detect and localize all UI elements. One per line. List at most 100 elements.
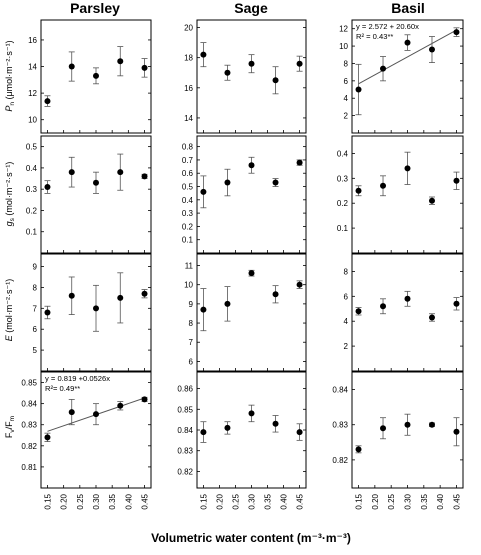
data-point [428, 197, 435, 204]
data-point [380, 182, 387, 189]
x-tick-label: 0.40 [124, 493, 133, 509]
y-tick-label: 2 [344, 342, 349, 351]
y-tick-label: 5 [33, 346, 38, 355]
data-point [380, 303, 387, 310]
x-tick-label: 0.15 [43, 493, 52, 509]
y-tick-label: 14 [184, 114, 193, 123]
regression-annotation: R²= 0.49** [45, 384, 80, 393]
data-point [224, 179, 231, 186]
y-tick-label: 7 [189, 338, 194, 347]
data-point [380, 425, 387, 432]
data-point [93, 305, 99, 312]
data-point [296, 429, 303, 436]
y-tick-label: 7 [33, 304, 38, 313]
data-point [296, 60, 303, 67]
panel-fvfm-sage: 0.82 0.83 0.84 0.85 0.86 0.15 0.20 0.25 0.30 0.35… [177, 371, 307, 510]
data-point [248, 410, 255, 417]
y-tick-label: 9 [33, 263, 38, 272]
y-tick-label: 14 [28, 63, 37, 72]
panel-e-sage: 6 7 8 9 10 11 [184, 253, 307, 372]
data-point [117, 169, 124, 176]
y-tick-label: 8 [344, 59, 349, 68]
data-point [68, 292, 75, 299]
x-tick-label: 0.45 [141, 493, 150, 509]
y-tick-label: 0.4 [182, 196, 194, 205]
y-tick-label: 12 [28, 89, 37, 98]
data-point [93, 179, 99, 186]
row-label-gs: gs (mol·m⁻²·s⁻¹) [4, 162, 16, 227]
x-tick-label: 0.20 [60, 493, 69, 509]
data-point [44, 98, 51, 105]
x-tick-label: 0.25 [231, 493, 240, 509]
x-tick-label: 0.25 [76, 493, 85, 509]
data-point [453, 300, 460, 307]
y-tick-label: 6 [344, 77, 349, 86]
panel-e-basil: 2 4 6 8 [344, 253, 464, 372]
y-tick-label: 0.82 [177, 467, 193, 476]
y-tick-label: 20 [184, 24, 193, 33]
data-point [117, 402, 124, 409]
data-point [93, 72, 99, 79]
data-point [453, 428, 460, 435]
x-tick-label: 0.45 [296, 493, 305, 509]
y-tick-label: 0.83 [177, 447, 193, 456]
y-tick-label: 8 [344, 267, 349, 276]
y-tick-label: 18 [184, 54, 193, 63]
regression-annotation: y = 0.819 +0.0526x [45, 374, 110, 383]
data-point [68, 169, 75, 176]
data-point [248, 162, 255, 169]
data-point [68, 409, 75, 416]
data-point [141, 64, 148, 71]
y-tick-label: 6 [189, 357, 194, 366]
y-tick-label: 0.1 [26, 228, 38, 237]
data-point [248, 270, 255, 277]
data-point [355, 187, 362, 194]
x-tick-label: 0.35 [420, 493, 429, 509]
data-point [404, 39, 411, 46]
x-tick-label: 0.30 [404, 493, 413, 509]
y-tick-label: 4 [344, 317, 349, 326]
data-point [453, 29, 460, 36]
y-tick-label: 6 [33, 325, 38, 334]
y-tick-label: 0.3 [337, 174, 349, 183]
y-tick-label: 2 [344, 112, 349, 121]
x-tick-label: 0.20 [371, 493, 380, 509]
y-tick-label: 8 [33, 283, 38, 292]
y-tick-label: 0.4 [26, 164, 38, 173]
y-tick-label: 0.85 [177, 405, 193, 414]
data-point [380, 65, 387, 72]
y-tick-label: 0.4 [337, 149, 349, 158]
column-title-parsley: Parsley [70, 0, 120, 16]
y-tick-label: 0.6 [182, 169, 194, 178]
regression-annotation: y = 2.572 + 20.60x [356, 22, 419, 31]
y-tick-label: 0.84 [177, 426, 193, 435]
data-point [44, 434, 51, 441]
row-label-fvfm: Fv/Fm [4, 416, 16, 438]
y-tick-label: 9 [189, 300, 194, 309]
y-tick-label: 16 [28, 36, 37, 45]
data-point [404, 421, 411, 428]
data-point [272, 179, 279, 186]
y-tick-label: 10 [339, 42, 348, 51]
data-point [117, 58, 124, 65]
y-tick-label: 0.2 [182, 222, 194, 231]
y-axis-label-pn: Pn (μmol·m⁻²·s⁻¹) [4, 40, 16, 111]
panels-group: 10 12 14 16 14 16 18 20 2 4 6 8 10 12 y = 2.572 + 20.6… [21, 19, 464, 510]
x-tick-label: 0.45 [452, 493, 461, 509]
data-point [404, 295, 411, 302]
row-label-pn: Pn (μmol·m⁻²·s⁻¹) [4, 40, 16, 111]
y-tick-label: 0.82 [21, 442, 37, 451]
y-tick-label: 0.5 [182, 183, 194, 192]
x-tick-label: 0.25 [387, 493, 396, 509]
x-tick-label: 0.40 [436, 493, 445, 509]
y-tick-label: 0.1 [337, 224, 349, 233]
y-tick-label: 0.84 [332, 386, 348, 395]
y-tick-label: 12 [339, 25, 348, 34]
y-tick-label: 0.3 [26, 185, 38, 194]
y-axis-label-e: E (mol·m⁻²·s⁻¹) [4, 279, 14, 342]
column-title-basil: Basil [391, 0, 424, 16]
x-tick-label: 0.30 [92, 493, 101, 509]
y-tick-label: 0.86 [177, 385, 193, 394]
